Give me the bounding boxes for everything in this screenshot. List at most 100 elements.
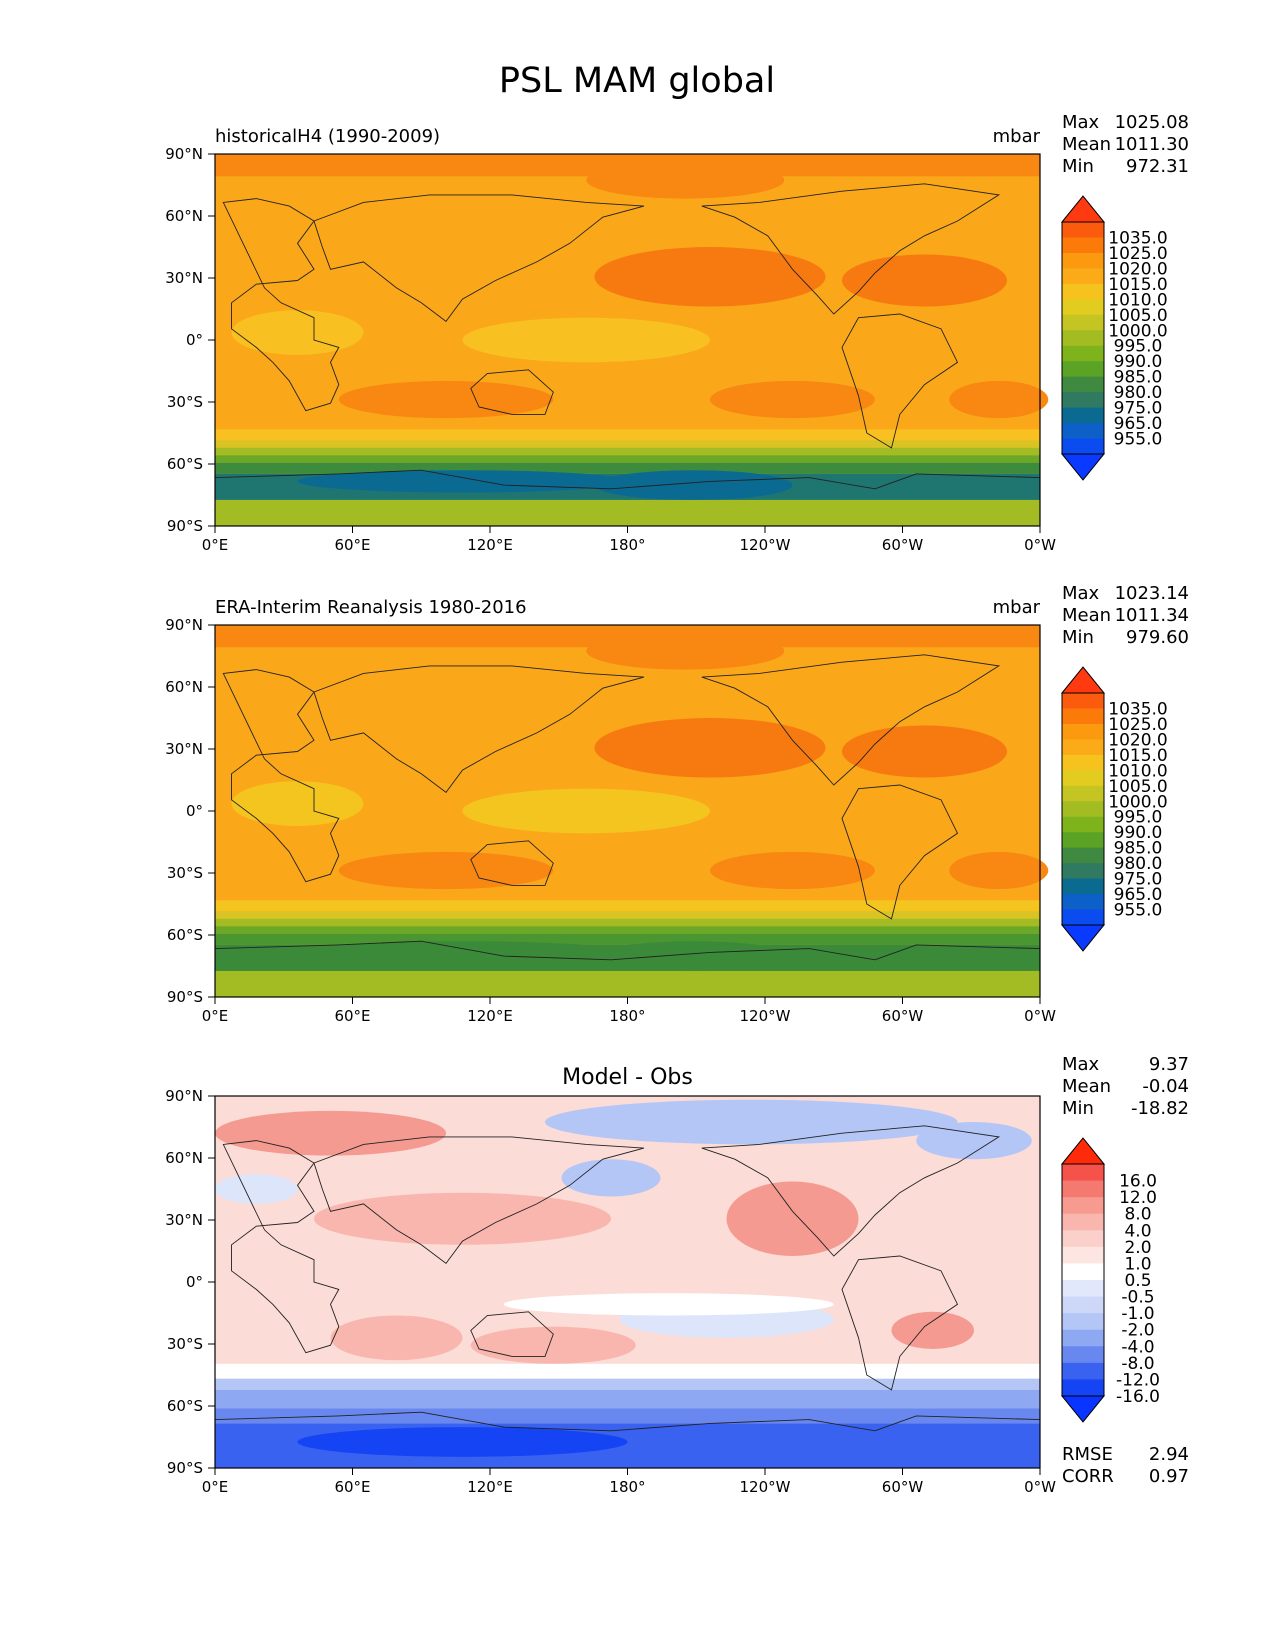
y-tick-label: 60°S (167, 1397, 203, 1415)
panel-units: mbar (993, 126, 1041, 147)
map-low-amundsen (594, 470, 793, 500)
colorbar-frame (1061, 1163, 1105, 1397)
colorbar-segment (1062, 785, 1104, 802)
colorbar-tick-label: 12.0 (1119, 1188, 1157, 1208)
map-white-band (503, 1293, 834, 1316)
stat-value: -18.82 (1131, 1098, 1189, 1119)
map-high-south-pacific (710, 851, 875, 890)
y-tick-label: 0° (186, 802, 203, 820)
x-tick-label: 180° (609, 536, 645, 554)
colorbar-segment (1062, 222, 1104, 238)
colorbar-tick-label: 995.0 (1114, 337, 1163, 357)
colorbar-tick-label: 1025.0 (1108, 244, 1167, 264)
map-pos-australia (470, 1326, 636, 1364)
colorbar-segment (1062, 1346, 1104, 1364)
coastline-1 (313, 665, 645, 794)
colorbar-segment (1062, 693, 1104, 709)
x-tick-label: 120°W (740, 536, 791, 554)
x-tick-label: 180° (609, 1007, 645, 1025)
colorbar-tick-label: 990.0 (1114, 352, 1163, 372)
colorbar-segment (1062, 1280, 1104, 1298)
x-tick-label: 0°W (1024, 1478, 1056, 1496)
colorbar-frame (1061, 221, 1105, 455)
y-tick-label: 60°S (167, 926, 203, 944)
map-band-s3 (215, 447, 1040, 456)
colorbar-segment (1062, 894, 1104, 911)
colorbar-tick-label: -12.0 (1116, 1370, 1160, 1390)
stat-label: RMSE (1062, 1444, 1113, 1465)
colorbar-tick-label: 0.5 (1124, 1271, 1151, 1291)
colorbar-min-extension (1060, 1395, 1106, 1423)
map-africa-trough (231, 781, 364, 826)
colorbar-tick-label: 1010.0 (1108, 290, 1167, 310)
colorbar-segment (1062, 376, 1104, 393)
x-tick-label: 0°W (1024, 1007, 1056, 1025)
colorbar-tick-label: 1020.0 (1108, 730, 1167, 750)
stat-label: Min (1062, 1098, 1094, 1119)
y-tick-label: 90°N (165, 1087, 203, 1105)
map-low-amundsen (594, 941, 793, 971)
colorbar-segment (1062, 1362, 1104, 1380)
coastline-1 (313, 194, 645, 323)
map-band-s2 (215, 911, 1040, 919)
map-band-s3 (215, 918, 1040, 927)
colorbar-tick-label: -16.0 (1116, 1387, 1160, 1407)
colorbar-tick-label: 1005.0 (1108, 777, 1167, 797)
y-tick-label: 30°S (167, 393, 203, 411)
panels: 0°E 60°E 120°E 180° 120°W 60°W 0°W 90°N 60°N 30°N… (165, 112, 1189, 1496)
map-band-s3 (215, 1389, 1040, 1409)
colorbar-tick-label: 980.0 (1114, 854, 1163, 874)
colorbar-tick-label: 1000.0 (1108, 792, 1167, 812)
colorbar-segment (1062, 723, 1104, 740)
colorbar-tick-label: 1010.0 (1108, 761, 1167, 781)
stat-value: 2.94 (1149, 1444, 1189, 1465)
map-high-north-pacific (594, 718, 826, 778)
map-pos-north-america (726, 1181, 859, 1256)
map-pos-south-indian (330, 1315, 463, 1361)
x-tick-label: 120°W (740, 1478, 791, 1496)
stat-value: 9.37 (1149, 1054, 1189, 1075)
map-band-antarctic (215, 499, 1040, 526)
colorbar-tick-label: 975.0 (1114, 870, 1163, 890)
stat-value: 0.97 (1149, 1466, 1189, 1487)
map-high-south-atlantic (949, 851, 1049, 890)
y-tick-label: 60°N (165, 1149, 203, 1167)
map-neg-europe (215, 1174, 298, 1204)
colorbar-segment (1062, 1197, 1104, 1215)
x-tick-label: 120°E (467, 1007, 513, 1025)
colorbar-tick-label: -2.0 (1121, 1321, 1154, 1341)
y-tick-label: 30°N (165, 1211, 203, 1229)
stat-label: Mean (1062, 1076, 1111, 1097)
map-high-arctic (586, 632, 785, 670)
colorbar-segment (1062, 314, 1104, 331)
y-tick-label: 0° (186, 1273, 203, 1291)
map-africa-trough (231, 310, 364, 355)
y-tick-label: 60°N (165, 207, 203, 225)
map-pos-tropical-north (314, 1192, 611, 1245)
colorbar-max-extension (1060, 1137, 1106, 1165)
colorbar-tick-label: 1.0 (1124, 1254, 1151, 1274)
map-high-south-pacific (710, 380, 875, 419)
map-pos-south-america (891, 1311, 974, 1349)
colorbar-segment (1062, 423, 1104, 440)
map-band-antarctic (215, 970, 1040, 997)
coastline-3 (701, 1125, 1001, 1257)
coastline-5 (214, 940, 1041, 961)
map-high-north-atlantic (842, 254, 1007, 307)
colorbar-tick-label: 980.0 (1114, 383, 1163, 403)
stat-value: 1025.08 (1115, 112, 1189, 133)
colorbar-segment (1062, 1180, 1104, 1198)
colorbar-segment (1062, 438, 1104, 455)
figure-title: PSL MAM global (499, 61, 775, 101)
colorbar-tick-label: 1015.0 (1108, 746, 1167, 766)
colorbar-tick-label: 975.0 (1114, 399, 1163, 419)
stat-value: 1011.30 (1115, 134, 1189, 155)
coastline-1 (313, 1136, 645, 1265)
colorbar-segment (1062, 816, 1104, 833)
coastline-3 (701, 183, 1001, 315)
colorbar-frame (1061, 692, 1105, 926)
colorbar-segment (1062, 847, 1104, 864)
x-tick-label: 60°E (334, 1478, 370, 1496)
colorbar-tick-label: 4.0 (1124, 1221, 1151, 1241)
